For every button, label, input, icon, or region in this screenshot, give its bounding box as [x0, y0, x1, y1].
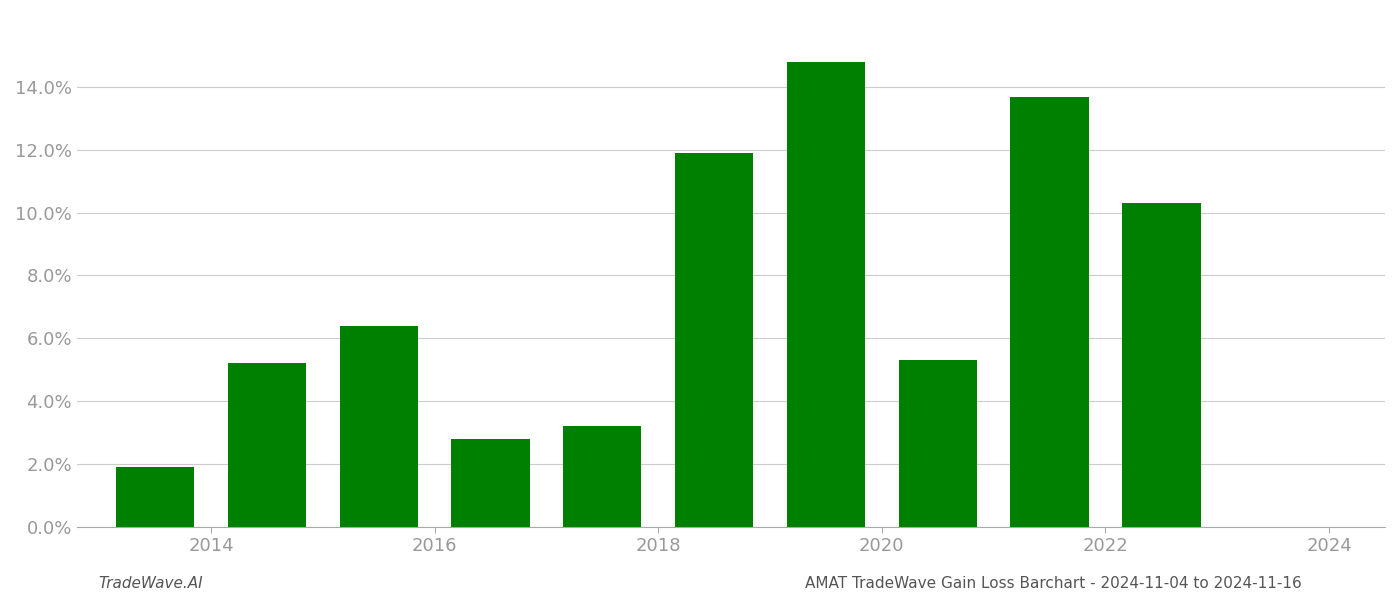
Bar: [675, 153, 753, 527]
Bar: [116, 467, 195, 527]
Bar: [451, 439, 529, 527]
Bar: [899, 360, 977, 527]
Bar: [340, 326, 417, 527]
Text: TradeWave.AI: TradeWave.AI: [98, 576, 203, 591]
Bar: [1123, 203, 1201, 527]
Text: AMAT TradeWave Gain Loss Barchart - 2024-11-04 to 2024-11-16: AMAT TradeWave Gain Loss Barchart - 2024…: [805, 576, 1302, 591]
Bar: [787, 62, 865, 527]
Bar: [228, 364, 307, 527]
Bar: [1011, 97, 1089, 527]
Bar: [563, 426, 641, 527]
